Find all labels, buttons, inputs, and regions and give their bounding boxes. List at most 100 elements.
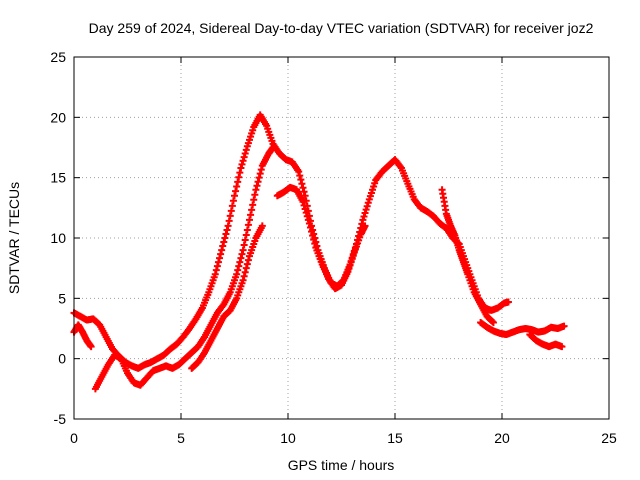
data-point xyxy=(305,220,313,228)
data-point xyxy=(364,199,372,207)
data-point xyxy=(560,322,568,330)
data-point xyxy=(252,186,260,194)
data-point xyxy=(361,209,369,217)
data-points xyxy=(70,111,568,393)
data-point xyxy=(558,343,566,351)
data-point xyxy=(269,144,277,151)
y-tick-label: 15 xyxy=(50,170,66,186)
data-point xyxy=(308,228,316,236)
data-point xyxy=(218,246,226,254)
data-point xyxy=(243,260,251,268)
data-point xyxy=(240,153,248,161)
data-point xyxy=(233,270,241,278)
y-tick-label: 25 xyxy=(50,49,66,65)
data-point xyxy=(242,264,250,272)
data-point xyxy=(251,191,259,199)
data-point xyxy=(240,272,248,280)
data-point xyxy=(212,266,220,274)
x-tick-label: 0 xyxy=(70,430,78,446)
data-point xyxy=(241,236,249,244)
data-point xyxy=(311,240,319,248)
data-point xyxy=(361,222,369,230)
data-point xyxy=(234,266,242,274)
data-point xyxy=(257,166,265,174)
data-point xyxy=(221,234,229,242)
y-tick-label: 0 xyxy=(58,351,66,367)
data-point xyxy=(219,242,227,250)
data-point xyxy=(237,164,245,172)
data-point xyxy=(296,172,304,180)
data-point xyxy=(489,318,497,326)
data-point xyxy=(225,217,233,225)
data-point xyxy=(236,258,244,266)
data-point xyxy=(243,226,251,234)
data-point xyxy=(256,170,264,178)
series-late-branch xyxy=(438,186,497,326)
y-axis-label: SDTVAR / TECUs xyxy=(6,182,22,294)
data-point xyxy=(300,188,308,196)
data-point xyxy=(238,250,246,258)
x-tick-label: 20 xyxy=(494,430,510,446)
y-tick-label: 5 xyxy=(58,290,66,306)
data-point xyxy=(362,206,370,214)
data-point xyxy=(301,205,309,213)
data-point xyxy=(213,262,221,270)
data-point xyxy=(244,221,252,229)
data-point xyxy=(360,212,368,220)
data-point xyxy=(254,178,262,186)
data-point xyxy=(220,238,228,246)
data-point xyxy=(237,254,245,262)
series-early-loop xyxy=(70,321,95,351)
data-point xyxy=(227,207,235,215)
data-point xyxy=(298,180,306,188)
x-tick-label: 5 xyxy=(177,430,185,446)
data-point xyxy=(249,201,257,209)
data-point xyxy=(211,270,219,278)
series-dip xyxy=(273,183,369,293)
data-point xyxy=(245,216,253,224)
data-point xyxy=(258,222,266,230)
data-point xyxy=(228,202,236,210)
data-point xyxy=(239,246,247,254)
data-point xyxy=(253,182,261,190)
data-point xyxy=(217,250,225,258)
data-point xyxy=(238,160,246,168)
data-point xyxy=(216,254,224,262)
data-point xyxy=(222,230,230,238)
data-point xyxy=(359,216,367,224)
data-point xyxy=(244,256,252,264)
data-point xyxy=(214,258,222,266)
data-point xyxy=(231,192,238,200)
data-point xyxy=(235,173,243,181)
series-tail xyxy=(477,318,568,339)
grid xyxy=(74,57,609,419)
data-point xyxy=(241,150,249,158)
data-point xyxy=(247,211,255,219)
data-point xyxy=(87,343,95,351)
data-point xyxy=(234,178,242,186)
data-point xyxy=(304,216,312,224)
data-point xyxy=(242,146,250,154)
data-point xyxy=(306,224,314,232)
data-point xyxy=(232,187,240,195)
data-point xyxy=(226,212,234,220)
data-point xyxy=(255,174,263,182)
data-point xyxy=(295,168,303,176)
series-tail-low xyxy=(526,331,566,351)
data-point xyxy=(229,197,237,205)
data-point xyxy=(235,262,243,270)
data-point xyxy=(504,298,512,306)
data-point xyxy=(233,183,241,191)
x-tick-label: 15 xyxy=(387,430,403,446)
series-main xyxy=(70,111,512,372)
data-point xyxy=(236,169,244,177)
data-point xyxy=(242,231,250,239)
series-middle xyxy=(188,222,266,372)
data-point xyxy=(241,268,249,276)
y-tick-label: -5 xyxy=(54,411,67,427)
data-point xyxy=(224,222,232,230)
data-point xyxy=(363,202,371,210)
data-point xyxy=(239,157,247,165)
data-point xyxy=(240,241,248,249)
